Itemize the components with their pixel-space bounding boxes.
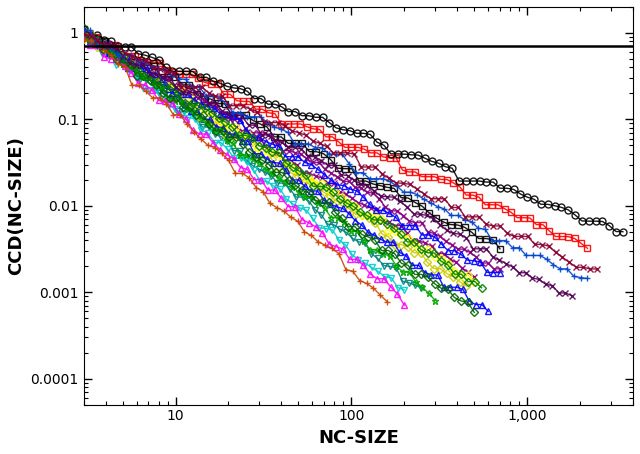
X-axis label: NC-SIZE: NC-SIZE: [318, 429, 399, 447]
Y-axis label: CCD(NC-SIZE): CCD(NC-SIZE): [7, 136, 25, 275]
